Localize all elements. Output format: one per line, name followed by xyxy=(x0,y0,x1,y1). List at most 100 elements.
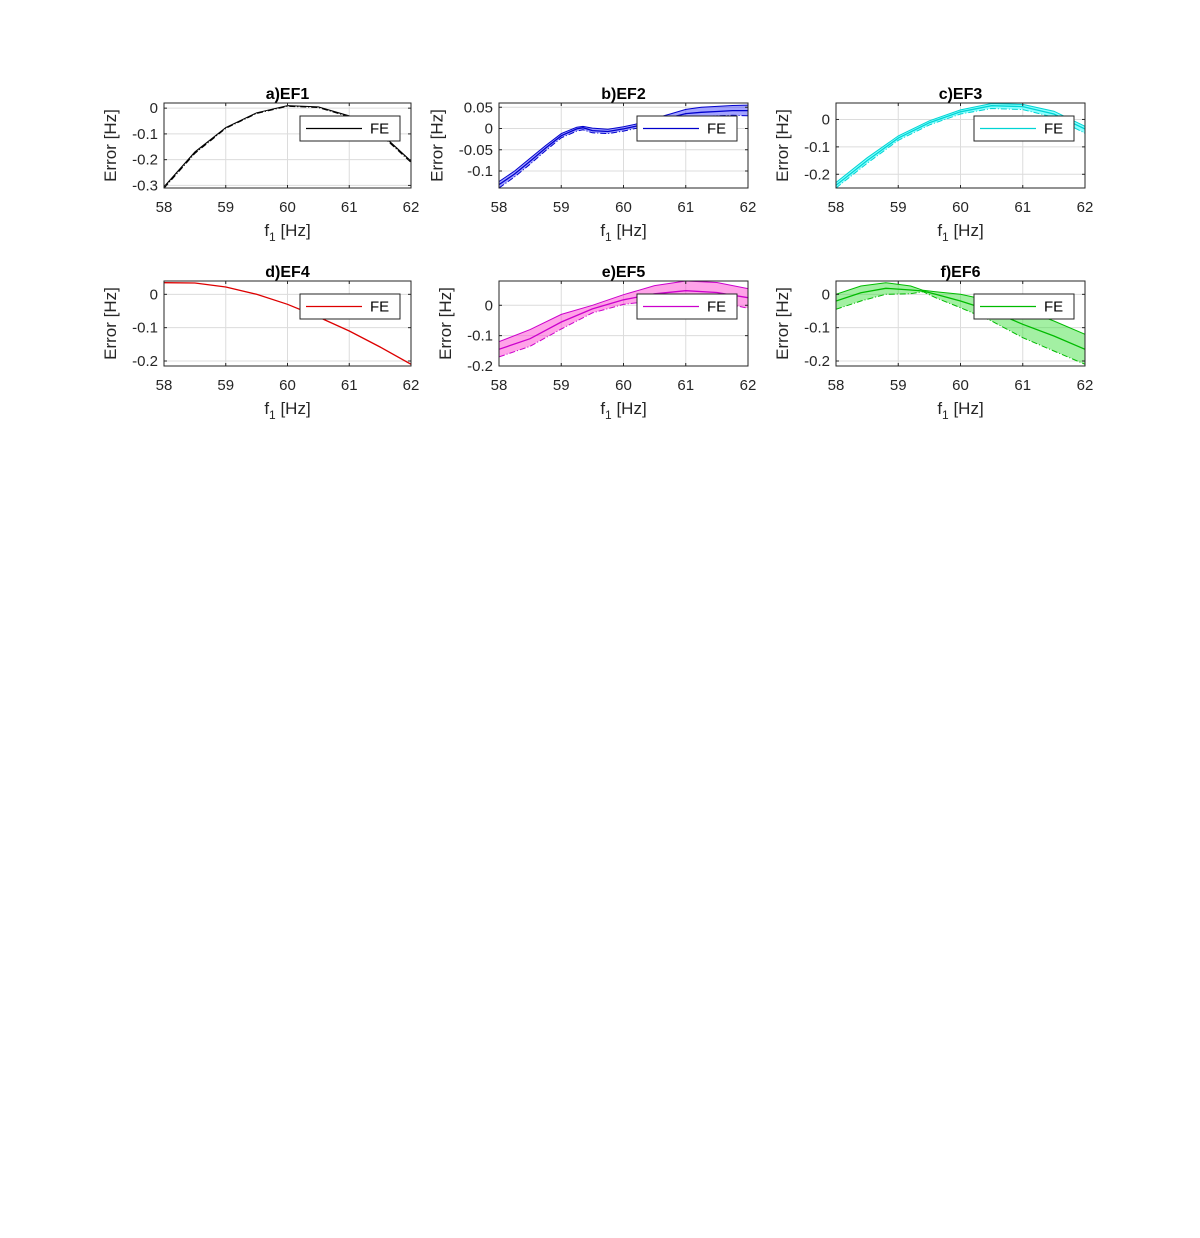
y-tick-label: -0.3 xyxy=(132,177,158,194)
x-tick-label: 62 xyxy=(403,377,420,394)
x-axis-label: f1 [Hz] xyxy=(600,221,646,244)
x-tick-label: 62 xyxy=(740,377,757,394)
y-tick-label: -0.2 xyxy=(804,353,830,370)
x-tick-label: 62 xyxy=(740,199,757,216)
x-tick-label: 58 xyxy=(828,377,845,394)
subplot-3: 58 59 60 61 62 -0.2 -0.1 0 c)EF3 f1 [Hz] Error [Hz… xyxy=(773,86,1093,244)
subplot-4: 58 59 60 61 62 -0.2 -0.1 0 d)EF4 f1 [Hz] Error [Hz… xyxy=(101,264,419,422)
y-tick-label: -0.1 xyxy=(132,126,158,143)
y-axis-label: Error [Hz] xyxy=(101,109,120,182)
x-tick-label: 61 xyxy=(341,199,358,216)
y-tick-label: -0.1 xyxy=(804,320,830,337)
series-line xyxy=(499,104,748,183)
y-tick-label: -0.2 xyxy=(132,152,158,169)
subplot-5: 58 59 60 61 62 -0.2 -0.1 0 e)EF5 f1 [Hz] Error [Hz… xyxy=(436,264,756,422)
legend-label: FE xyxy=(707,121,726,138)
data-layer xyxy=(836,103,1085,188)
x-tick-label: 59 xyxy=(217,377,234,394)
x-tick-label: 61 xyxy=(1014,377,1031,394)
legend-label: FE xyxy=(370,121,389,138)
subplot-title: d)EF4 xyxy=(265,264,310,281)
series-line xyxy=(836,291,1085,365)
y-tick-label: 0.05 xyxy=(464,99,493,116)
y-axis-label: Error [Hz] xyxy=(101,287,120,360)
error-band xyxy=(836,282,1085,365)
error-band xyxy=(499,281,748,357)
legend: FE xyxy=(636,115,738,142)
x-tick-label: 60 xyxy=(952,199,969,216)
legend: FE xyxy=(973,293,1075,320)
subplot-title: e)EF5 xyxy=(602,264,646,281)
y-tick-label: 0 xyxy=(822,286,830,303)
y-tick-label: 0 xyxy=(485,297,493,314)
series-line xyxy=(836,103,1085,183)
data-layer xyxy=(499,281,748,358)
legend: FE xyxy=(636,293,738,320)
error-band xyxy=(836,103,1085,188)
x-tick-label: 59 xyxy=(890,377,907,394)
x-axis-label: f1 [Hz] xyxy=(937,399,983,422)
y-tick-label: 0 xyxy=(822,111,830,128)
subplot-title: b)EF2 xyxy=(601,86,646,103)
x-tick-label: 59 xyxy=(217,199,234,216)
x-tick-label: 60 xyxy=(615,199,632,216)
x-tick-label: 58 xyxy=(156,377,173,394)
y-tick-label: -0.2 xyxy=(804,166,830,183)
x-tick-label: 61 xyxy=(1014,199,1031,216)
y-axis-label: Error [Hz] xyxy=(436,287,455,360)
series-line xyxy=(836,287,1085,350)
series-line xyxy=(164,105,411,188)
x-tick-label: 62 xyxy=(403,199,420,216)
legend: FE xyxy=(973,115,1075,142)
x-tick-label: 62 xyxy=(1077,377,1094,394)
x-tick-label: 61 xyxy=(677,199,694,216)
subplot-1: 58 59 60 61 62 -0.3 -0.2 -0.1 0 a)EF1 f1 [Hz] Error… xyxy=(101,86,419,244)
series-line xyxy=(836,107,1085,188)
x-axis-label: f1 [Hz] xyxy=(600,399,646,422)
data-layer xyxy=(164,282,411,365)
x-axis-label: f1 [Hz] xyxy=(937,221,983,244)
subplot-title: a)EF1 xyxy=(266,86,310,103)
series-line xyxy=(499,281,748,343)
y-tick-label: -0.2 xyxy=(467,358,493,375)
x-tick-label: 59 xyxy=(553,199,570,216)
y-tick-label: -0.1 xyxy=(467,328,493,345)
y-tick-label: -0.2 xyxy=(132,353,158,370)
legend-label: FE xyxy=(1044,121,1063,138)
y-axis-label: Error [Hz] xyxy=(428,109,447,182)
y-tick-label: 0 xyxy=(150,286,158,303)
x-tick-label: 59 xyxy=(890,199,907,216)
series-line xyxy=(164,282,411,365)
x-tick-label: 60 xyxy=(952,377,969,394)
series-line xyxy=(499,109,748,186)
subplot-title: f)EF6 xyxy=(941,264,981,281)
y-tick-label: -0.1 xyxy=(467,163,493,180)
series-line xyxy=(499,290,748,350)
subplot-title: c)EF3 xyxy=(939,86,983,103)
subplot-6: 58 59 60 61 62 -0.2 -0.1 0 f)EF6 f1 [Hz] Error [Hz… xyxy=(773,264,1093,422)
y-tick-label: 0 xyxy=(485,121,493,138)
x-tick-label: 60 xyxy=(279,377,296,394)
y-axis-label: Error [Hz] xyxy=(773,109,792,182)
x-tick-label: 58 xyxy=(491,377,508,394)
x-tick-label: 58 xyxy=(491,199,508,216)
x-tick-label: 59 xyxy=(553,377,570,394)
subplot-2: 58 59 60 61 62 -0.1 -0.05 0 0.05 b)EF2 f1 [Hz] Erro… xyxy=(428,86,757,244)
x-axis-label: f1 [Hz] xyxy=(264,399,310,422)
series-line xyxy=(836,105,1085,186)
legend: FE xyxy=(299,293,401,320)
x-tick-label: 60 xyxy=(615,377,632,394)
data-layer xyxy=(836,282,1085,365)
y-tick-label: 0 xyxy=(150,100,158,117)
x-tick-label: 58 xyxy=(156,199,173,216)
legend-label: FE xyxy=(1044,299,1063,316)
x-tick-label: 62 xyxy=(1077,199,1094,216)
x-tick-label: 58 xyxy=(828,199,845,216)
series-line xyxy=(499,298,748,358)
data-layer xyxy=(499,104,748,188)
legend-label: FE xyxy=(707,299,726,316)
x-tick-label: 60 xyxy=(279,199,296,216)
series-line xyxy=(499,114,748,188)
